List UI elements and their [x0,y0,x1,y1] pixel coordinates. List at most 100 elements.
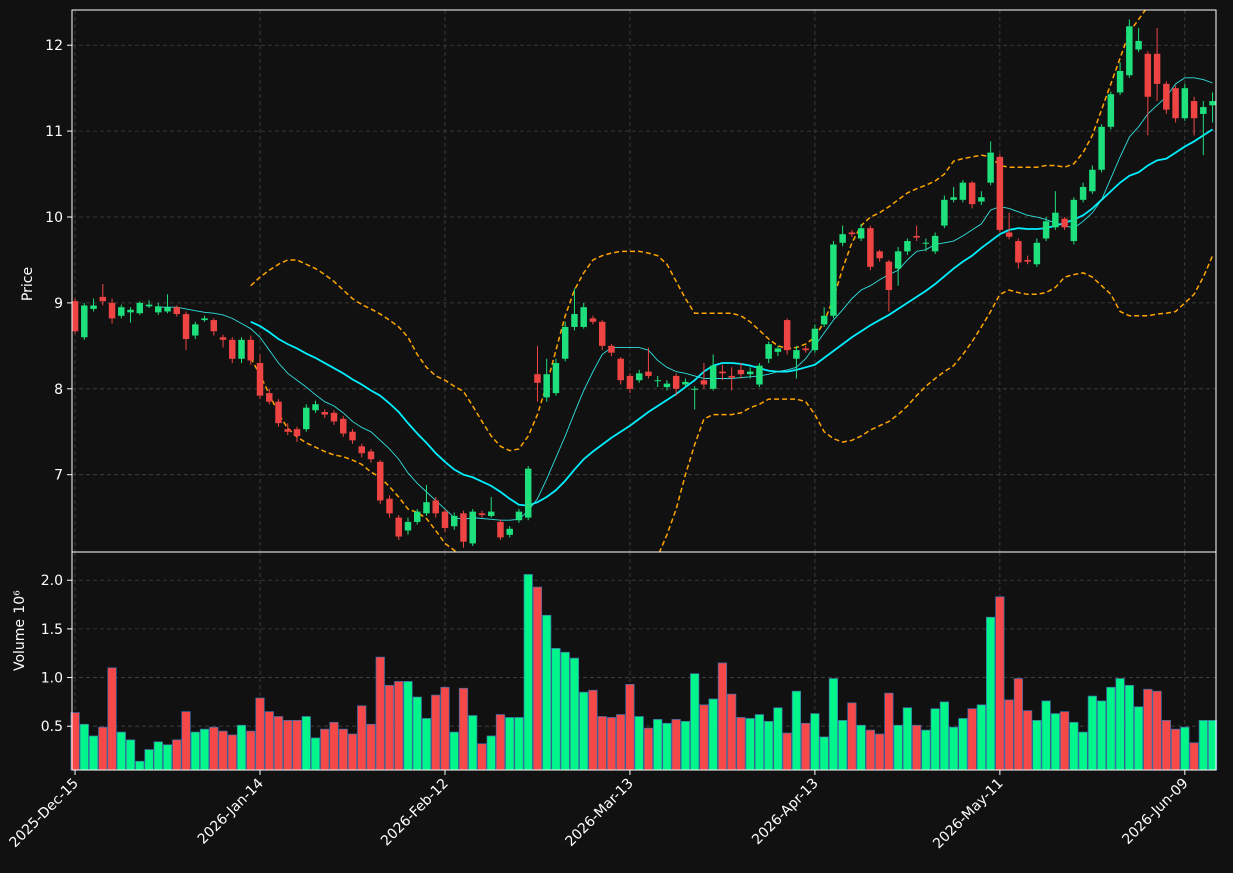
candle-body [876,251,883,259]
volume-bar [172,739,182,771]
volume-bar [662,722,672,771]
candle-body [811,328,819,351]
volume-bar [856,724,866,771]
volume-bar [976,704,986,771]
candle-body [284,429,291,432]
candle-body [635,373,643,381]
candle-body [506,528,513,535]
volume-bar [523,574,533,771]
volume-bar [967,708,977,771]
candle-body [774,348,782,352]
price-axis-label: Price [20,267,36,301]
candle-body [645,371,652,376]
candle-body [423,502,430,514]
candle-body [192,324,199,336]
candle-body [145,304,153,307]
moving-average [158,77,1213,521]
candle-body [561,326,569,359]
volume-bar [227,734,237,771]
volume-bar [875,733,885,771]
volume-bar [569,657,580,771]
candle-body [340,418,347,434]
volume-bar [690,673,700,771]
volume-bar [347,733,358,771]
volume-bar [542,614,552,771]
candle-body [608,345,615,353]
volume-bar [986,616,996,771]
volume-bar [847,702,857,771]
volume-bar [643,727,654,771]
candle-body [1089,169,1096,192]
volume-bar [88,735,99,771]
volume-bar [181,711,191,771]
volume-bar [995,596,1005,771]
candle-body [293,429,301,437]
candle-body [543,374,550,398]
volume-bar [708,698,718,771]
volume-bar [394,681,404,771]
candle-body [700,380,708,385]
candle-body [321,411,328,415]
candle-body [386,498,393,514]
volume-bar [329,721,339,771]
candle-body [552,363,560,394]
volume-bar [1124,684,1134,771]
volume-bar [1050,713,1060,771]
candle-body [598,321,606,346]
candle-body [922,242,930,244]
volume-bar [717,662,728,771]
volume-bar [625,684,635,771]
volume-bar [431,694,441,771]
volume-bar [1032,720,1042,771]
volume-bar [412,696,422,771]
volume-tick-label: 0.5 [41,719,63,735]
candle-body [238,339,245,359]
volume-bar [1115,678,1125,771]
volume-bar [865,729,875,771]
volume-bar [773,707,783,771]
volume-bar [884,692,894,771]
volume-bar [1069,721,1079,771]
volume-bar [486,735,496,771]
volume-bar [135,760,145,771]
candle-body [247,339,255,361]
volume-bar [699,704,709,771]
candle-body [219,337,227,340]
volume-bar [1143,688,1153,771]
volume-bar [958,718,968,771]
volume-axis-label: Volume [12,619,28,671]
bollinger-upper [250,10,1147,452]
candle-body [330,412,338,422]
volume-bar [273,716,284,771]
volume-bar [514,717,524,771]
candle-body [589,318,597,322]
candle-body [1107,94,1115,127]
volume-bar [1023,710,1033,771]
candle-body [839,234,846,243]
volume-bar [801,722,811,771]
volume-bar [1133,706,1144,771]
candle-body [830,244,837,316]
candle-body [534,374,541,383]
volume-bar [893,724,903,771]
volume-bar [468,715,478,771]
volume-bar [745,718,755,771]
volume-bar [671,719,681,771]
candle-body [848,232,856,235]
volume-offset: 10⁶ [12,590,28,614]
candle-body [1200,107,1207,114]
volume-bar [292,720,302,771]
candle-body [709,365,717,389]
candle-body [377,461,384,501]
candle-body [672,375,680,389]
candle-body [136,302,144,314]
candle-body [950,197,957,200]
candle-body [1116,70,1124,93]
candle-body [469,511,476,544]
candle-body [1042,221,1050,239]
candle-body [201,318,208,321]
volume-bar [930,708,940,771]
candle-body [90,305,97,309]
volume-bar [819,736,829,771]
candle-body [571,314,578,327]
